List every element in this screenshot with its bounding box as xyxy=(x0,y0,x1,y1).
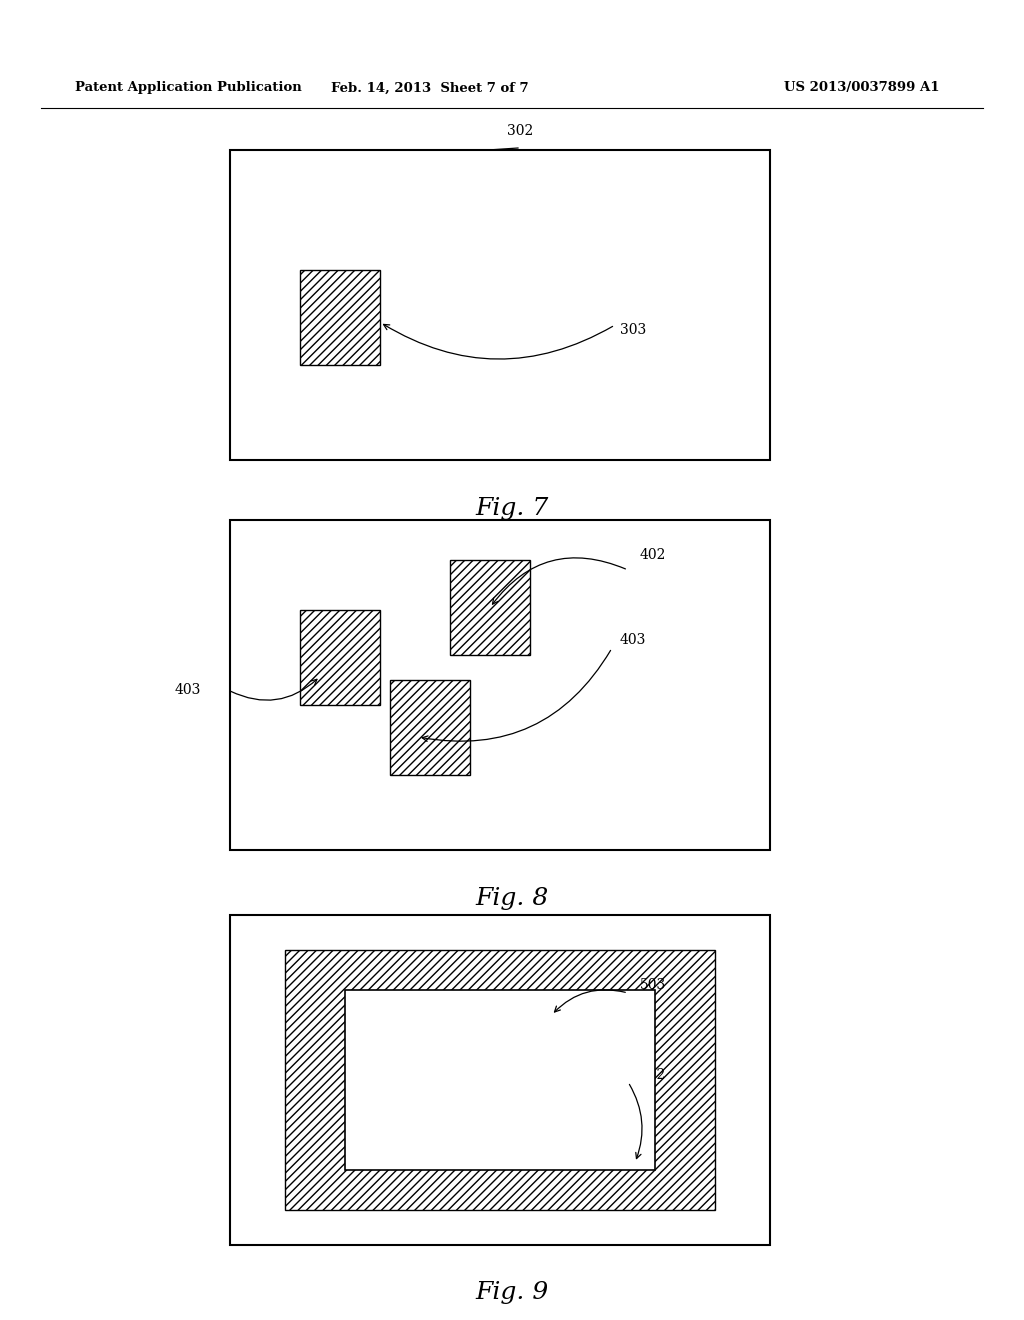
Bar xyxy=(285,950,715,1210)
Text: 502: 502 xyxy=(640,1068,667,1082)
Text: 303: 303 xyxy=(620,323,646,337)
Text: Patent Application Publication: Patent Application Publication xyxy=(75,82,302,95)
Bar xyxy=(345,990,655,1170)
Text: 403: 403 xyxy=(175,682,202,697)
Text: Feb. 14, 2013  Sheet 7 of 7: Feb. 14, 2013 Sheet 7 of 7 xyxy=(331,82,528,95)
Bar xyxy=(230,150,770,459)
Text: 503: 503 xyxy=(640,978,667,993)
Bar xyxy=(230,520,770,850)
Bar xyxy=(230,915,770,1245)
Text: 402: 402 xyxy=(640,548,667,562)
Text: US 2013/0037899 A1: US 2013/0037899 A1 xyxy=(784,82,940,95)
Bar xyxy=(390,680,470,775)
Text: 403: 403 xyxy=(620,634,646,647)
Text: Fig. 9: Fig. 9 xyxy=(475,1282,549,1304)
Text: Fig. 7: Fig. 7 xyxy=(475,496,549,520)
Text: Fig. 8: Fig. 8 xyxy=(475,887,549,909)
Bar xyxy=(300,610,380,705)
Bar xyxy=(450,560,530,655)
Bar xyxy=(300,271,380,366)
Text: 302: 302 xyxy=(507,124,534,139)
